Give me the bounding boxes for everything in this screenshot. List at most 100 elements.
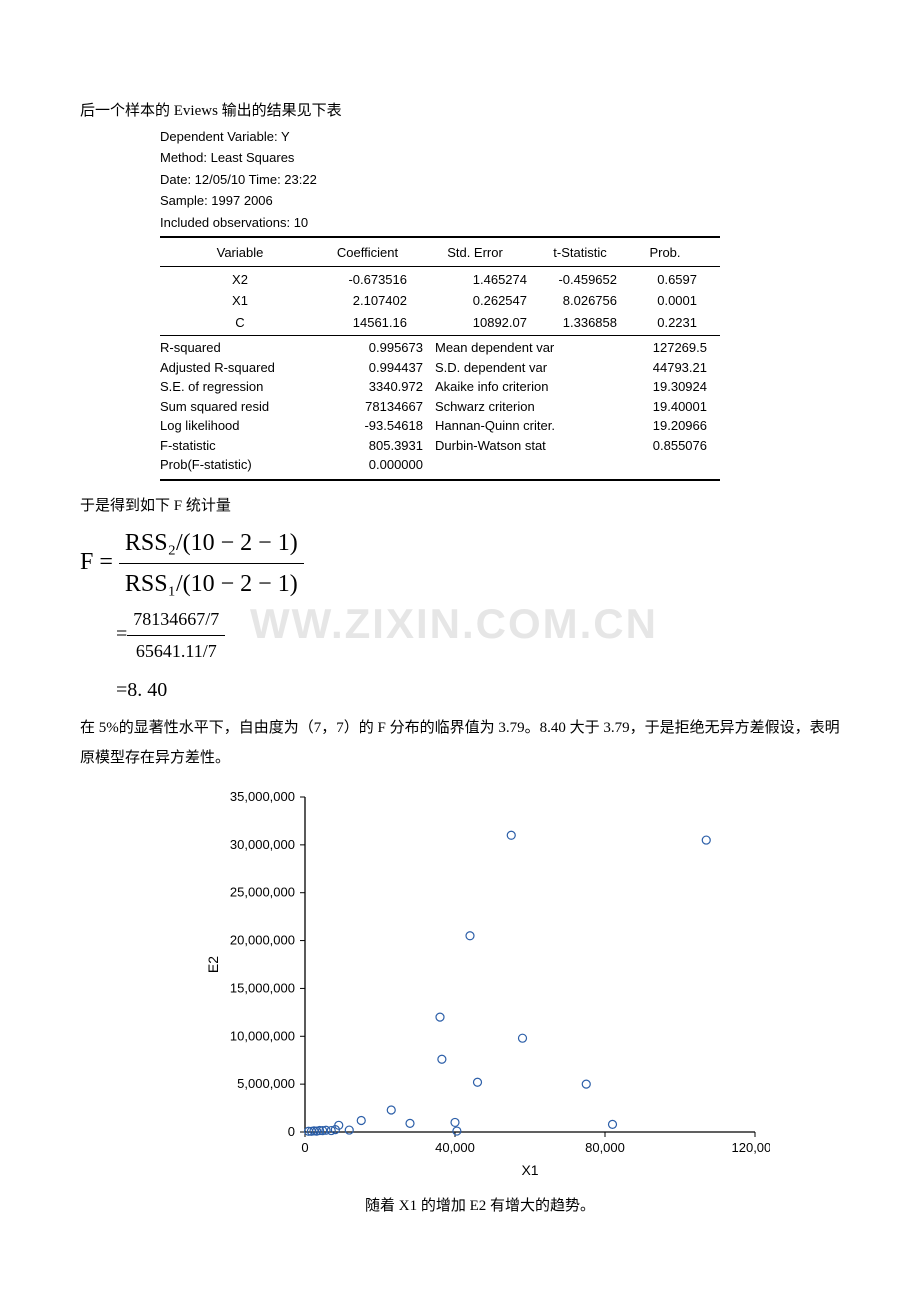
cell: -0.459652	[535, 270, 625, 290]
cell: -93.54618	[335, 416, 435, 436]
svg-text:30,000,000: 30,000,000	[230, 837, 295, 852]
cell: 0.262547	[415, 291, 535, 311]
denominator: RSS₁/(10 − 2 − 1)	[119, 564, 304, 602]
col-header: Variable	[160, 243, 320, 263]
cell: 0.994437	[335, 358, 435, 378]
eviews-header-line: Date: 12/05/10 Time: 23:22	[160, 170, 720, 190]
divider	[160, 236, 720, 238]
col-header: t-Statistic	[535, 243, 625, 263]
cell: 805.3931	[335, 436, 435, 456]
f-statistic-result: =8. 40	[116, 675, 840, 705]
col-header: Std. Error	[415, 243, 535, 263]
cell: 0.855076	[625, 436, 715, 456]
cell: 14561.16	[320, 313, 415, 333]
divider	[160, 266, 720, 267]
eviews-output-table: Dependent Variable: Y Method: Least Squa…	[160, 127, 720, 481]
cell: 19.30924	[625, 377, 715, 397]
cell: 127269.5	[625, 338, 715, 358]
cell	[435, 455, 625, 475]
stats-row: F-statistic805.3931Durbin-Watson stat0.8…	[160, 436, 720, 456]
cell: C	[160, 313, 320, 333]
svg-text:15,000,000: 15,000,000	[230, 980, 295, 995]
col-header: Coefficient	[320, 243, 415, 263]
equals-sign: =	[116, 623, 127, 645]
svg-text:120,000: 120,000	[732, 1140, 771, 1155]
cell: X1	[160, 291, 320, 311]
eviews-header-line: Included observations: 10	[160, 213, 720, 233]
cell: S.D. dependent var	[435, 358, 625, 378]
stats-row: Log likelihood-93.54618Hannan-Quinn crit…	[160, 416, 720, 436]
svg-text:E2: E2	[205, 956, 221, 973]
cell: Log likelihood	[160, 416, 335, 436]
cell: 0.995673	[335, 338, 435, 358]
cell: S.E. of regression	[160, 377, 335, 397]
fraction: RSS₂/(10 − 2 − 1) RSS₁/(10 − 2 − 1)	[119, 525, 304, 602]
cell: -0.673516	[320, 270, 415, 290]
coef-header-row: Variable Coefficient Std. Error t-Statis…	[160, 242, 720, 264]
cell: 2.107402	[320, 291, 415, 311]
stats-row: S.E. of regression3340.972Akaike info cr…	[160, 377, 720, 397]
cell: R-squared	[160, 338, 335, 358]
coef-row: X2-0.6735161.465274-0.4596520.6597	[160, 269, 720, 291]
f-statistic-formula: F = RSS₂/(10 − 2 − 1) RSS₁/(10 − 2 − 1)	[80, 525, 840, 602]
cell: Prob(F-statistic)	[160, 455, 335, 475]
svg-text:0: 0	[301, 1140, 308, 1155]
numerator: RSS₂/(10 − 2 − 1)	[119, 525, 304, 564]
svg-text:40,000: 40,000	[435, 1140, 475, 1155]
stats-row: Prob(F-statistic)0.000000	[160, 455, 720, 475]
eviews-header-line: Dependent Variable: Y	[160, 127, 720, 147]
svg-text:10,000,000: 10,000,000	[230, 1028, 295, 1043]
col-header: Prob.	[625, 243, 705, 263]
cell	[625, 455, 715, 475]
formula-intro: 于是得到如下 F 统计量	[80, 495, 840, 518]
cell: Akaike info criterion	[435, 377, 625, 397]
cell: 0.6597	[625, 270, 705, 290]
scatter-chart: 0 5,000,000 10,000,000 15,000,000 20,000,000…	[200, 787, 770, 1187]
stats-row: R-squared0.995673Mean dependent var12726…	[160, 338, 720, 358]
cell: Schwarz criterion	[435, 397, 625, 417]
cell: 1.465274	[415, 270, 535, 290]
stats-row: Sum squared resid78134667Schwarz criteri…	[160, 397, 720, 417]
svg-text:X1: X1	[521, 1162, 538, 1178]
numerator: 78134667/7	[127, 606, 225, 636]
cell: 19.20966	[625, 416, 715, 436]
svg-text:5,000,000: 5,000,000	[237, 1076, 295, 1091]
eviews-header-line: Sample: 1997 2006	[160, 191, 720, 211]
coef-row: C14561.1610892.071.3368580.2231	[160, 312, 720, 334]
svg-text:80,000: 80,000	[585, 1140, 625, 1155]
intro-line: 后一个样本的 Eviews 输出的结果见下表	[80, 100, 840, 123]
svg-text:25,000,000: 25,000,000	[230, 885, 295, 900]
coef-row: X12.1074020.2625478.0267560.0001	[160, 290, 720, 312]
cell: X2	[160, 270, 320, 290]
svg-text:20,000,000: 20,000,000	[230, 933, 295, 948]
f-statistic-formula-numeric: = 78134667/7 65641.11/7	[116, 606, 840, 665]
eviews-header: Dependent Variable: Y Method: Least Squa…	[160, 127, 720, 233]
cell: 1.336858	[535, 313, 625, 333]
chart-caption: 随着 X1 的增加 E2 有增大的趋势。	[120, 1195, 840, 1218]
cell: 78134667	[335, 397, 435, 417]
svg-text:0: 0	[288, 1124, 295, 1139]
cell: 19.40001	[625, 397, 715, 417]
conclusion-paragraph: 在 5%的显著性水平下，自由度为（7，7）的 F 分布的临界值为 3.79。8.…	[80, 713, 840, 773]
cell: 10892.07	[415, 313, 535, 333]
divider	[160, 335, 720, 336]
denominator: 65641.11/7	[127, 636, 225, 665]
cell: 3340.972	[335, 377, 435, 397]
eviews-header-line: Method: Least Squares	[160, 148, 720, 168]
cell: Adjusted R-squared	[160, 358, 335, 378]
stats-row: Adjusted R-squared0.994437S.D. dependent…	[160, 358, 720, 378]
cell: 0.000000	[335, 455, 435, 475]
cell: Hannan-Quinn criter.	[435, 416, 625, 436]
cell: 0.0001	[625, 291, 705, 311]
cell: 8.026756	[535, 291, 625, 311]
cell: 0.2231	[625, 313, 705, 333]
cell: Mean dependent var	[435, 338, 625, 358]
cell: 44793.21	[625, 358, 715, 378]
scatter-svg: 0 5,000,000 10,000,000 15,000,000 20,000,000…	[200, 787, 770, 1187]
fraction: 78134667/7 65641.11/7	[127, 606, 225, 665]
formula-lhs: F =	[80, 549, 113, 575]
cell: Sum squared resid	[160, 397, 335, 417]
cell: F-statistic	[160, 436, 335, 456]
cell: Durbin-Watson stat	[435, 436, 625, 456]
svg-text:35,000,000: 35,000,000	[230, 789, 295, 804]
